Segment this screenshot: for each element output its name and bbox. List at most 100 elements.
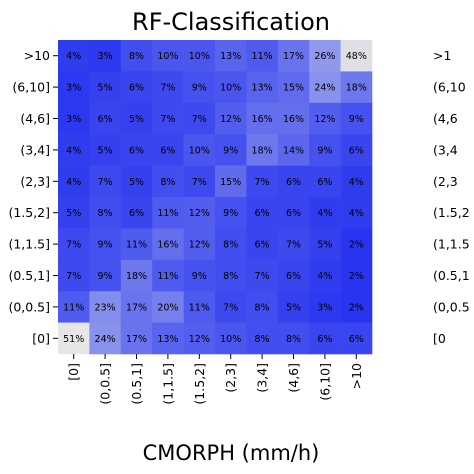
cell-value-label: 6% — [317, 334, 332, 345]
cell-value-label: 10% — [189, 145, 210, 156]
cropped-neighbor-label: >1 — [433, 48, 451, 63]
y-tick-label: (4,6] — [20, 111, 50, 126]
cropped-neighbor-label: (3,4 — [433, 142, 458, 157]
cropped-neighbor-label: (6,10 — [433, 80, 466, 95]
y-tick-label: (0,0.5] — [8, 299, 50, 314]
heatmap-cell — [120, 165, 153, 198]
heatmap-cell — [277, 197, 310, 229]
heatmap-cell — [340, 228, 373, 261]
heatmap-cell — [277, 322, 310, 355]
cell-value-label: 6% — [160, 145, 175, 156]
heatmap-cell — [152, 165, 184, 198]
heatmap-cell — [89, 322, 122, 355]
cell-value-label: 7% — [223, 302, 238, 313]
y-tick-label: [0] — [32, 331, 50, 346]
cell-value-label: 3% — [66, 83, 81, 94]
cell-value-label: 5% — [66, 208, 81, 219]
heatmap-cell — [277, 102, 310, 135]
cell-value-label: 7% — [66, 271, 81, 282]
cell-value-label: 5% — [286, 302, 301, 313]
cell-value-label: 14% — [283, 145, 304, 156]
cell-value-label: 3% — [317, 302, 332, 313]
heatmap-cell — [215, 40, 247, 72]
x-tick-label: (2,3] — [223, 363, 238, 393]
heatmap-cell — [340, 291, 373, 323]
x-tick-label: (3,4] — [255, 363, 270, 393]
heatmap-cell — [183, 259, 216, 292]
heatmap-cell — [309, 71, 341, 104]
cell-value-label: 6% — [255, 240, 270, 251]
heatmap-cell — [246, 228, 279, 261]
cell-value-label: 5% — [98, 83, 113, 94]
heatmap-cell — [152, 197, 184, 229]
cell-value-label: 5% — [129, 114, 144, 125]
cell-value-label: 15% — [283, 83, 304, 94]
heatmap-cell — [183, 228, 216, 261]
cell-value-label: 7% — [192, 114, 207, 125]
heatmap-cell — [58, 165, 90, 198]
cell-value-label: 4% — [317, 208, 332, 219]
cell-value-label: 7% — [255, 271, 270, 282]
heatmap-cell — [246, 165, 279, 198]
heatmap-cell — [183, 40, 216, 72]
heatmap-cell — [183, 102, 216, 135]
cell-value-label: 18% — [252, 145, 273, 156]
cropped-neighbor-label: (4,6 — [433, 111, 458, 126]
cell-value-label: 4% — [66, 51, 81, 62]
cell-value-label: 9% — [317, 145, 332, 156]
x-tick-label: (1.5,2] — [192, 363, 207, 405]
cell-value-label: 6% — [317, 177, 332, 188]
heatmap-cell — [89, 71, 122, 104]
heatmap-cell — [277, 71, 310, 104]
cell-value-label: 6% — [129, 208, 144, 219]
cell-value-label: 20% — [157, 302, 178, 313]
x-tick-label: (0,0.5] — [98, 363, 113, 405]
heatmap-cell — [183, 71, 216, 104]
heatmap-cell — [277, 40, 310, 72]
cell-value-label: 13% — [252, 83, 273, 94]
heatmap-cell — [152, 134, 184, 166]
cell-value-label: 2% — [349, 240, 364, 251]
heatmap-cell — [89, 259, 122, 292]
heatmap-cell — [58, 40, 90, 72]
cell-value-label: 7% — [98, 177, 113, 188]
heatmap-cell — [58, 322, 90, 355]
y-tick-label: (2,3] — [20, 174, 50, 189]
heatmap-cell — [152, 322, 184, 355]
cell-value-label: 3% — [98, 51, 113, 62]
cell-value-label: 51% — [63, 334, 84, 345]
cropped-neighbor-panel-labels: >1 (6,10 (4,6 (3,4 (2,3 (1.5,2 (1,1.5 (0.5,1 (0,… — [433, 48, 470, 346]
x-tick-label: >10 — [349, 363, 364, 389]
heatmap-cell — [152, 102, 184, 135]
heatmap-cell — [277, 228, 310, 261]
cell-value-label: 8% — [223, 271, 238, 282]
heatmap-cell — [215, 322, 247, 355]
cell-value-label: 11% — [189, 302, 210, 313]
heatmap-cell — [215, 197, 247, 229]
heatmap-cell — [152, 291, 184, 323]
cell-value-label: 8% — [255, 334, 270, 345]
cell-value-label: 9% — [349, 114, 364, 125]
heatmap-cell — [340, 40, 373, 72]
cell-value-label: 17% — [126, 334, 147, 345]
heatmap-cell — [58, 71, 90, 104]
cell-value-label: 8% — [98, 208, 113, 219]
cell-value-label: 9% — [192, 271, 207, 282]
heatmap-cell — [277, 165, 310, 198]
heatmap-cell — [89, 228, 122, 261]
cell-value-label: 18% — [126, 271, 147, 282]
cell-value-label: 2% — [349, 271, 364, 282]
heatmap-cell — [340, 102, 373, 135]
cell-value-label: 9% — [223, 145, 238, 156]
heatmap-cell — [215, 71, 247, 104]
cropped-neighbor-label: (1,1.5 — [433, 237, 470, 252]
cell-value-label: 9% — [192, 83, 207, 94]
cell-value-label: 16% — [283, 114, 304, 125]
cell-value-label: 6% — [286, 208, 301, 219]
heatmap-cell — [89, 102, 122, 135]
heatmap-cell — [89, 291, 122, 323]
cell-value-label: 11% — [157, 271, 178, 282]
cell-value-label: 7% — [255, 177, 270, 188]
heatmap-cell — [58, 291, 90, 323]
cell-value-label: 6% — [98, 114, 113, 125]
